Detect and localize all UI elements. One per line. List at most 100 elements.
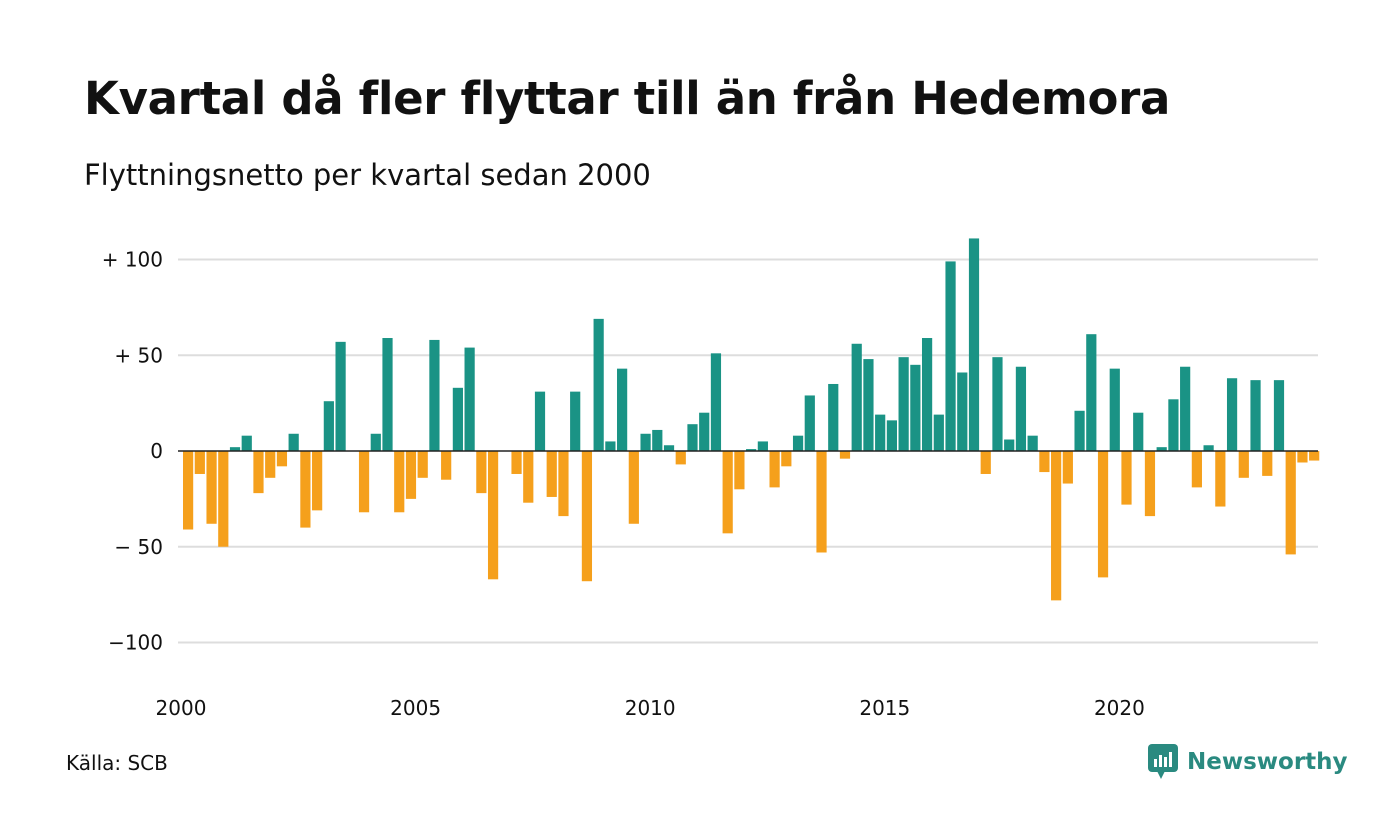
bar — [1191, 451, 1202, 488]
bar — [675, 451, 686, 465]
bar — [370, 433, 381, 451]
bar — [980, 451, 991, 474]
bar — [722, 451, 733, 534]
bar — [1250, 380, 1261, 451]
bar — [781, 451, 792, 467]
bar — [570, 391, 581, 451]
bar — [558, 451, 569, 517]
bar — [945, 261, 956, 451]
bar — [992, 357, 1003, 451]
brand-name: Newsworthy — [1187, 749, 1348, 775]
bar — [640, 433, 651, 451]
bar — [358, 451, 370, 513]
bar — [886, 420, 897, 451]
bar — [828, 383, 839, 452]
bar — [417, 451, 428, 478]
bar — [1309, 451, 1320, 461]
bar — [194, 451, 205, 474]
bar — [652, 429, 663, 452]
x-tick-label: 2015 — [859, 696, 910, 720]
bar — [875, 414, 886, 451]
bar — [804, 395, 815, 451]
bar — [1109, 368, 1120, 451]
y-tick-label: −100 — [108, 631, 163, 655]
bar — [1097, 451, 1109, 578]
bar — [1004, 439, 1015, 451]
bar — [816, 451, 827, 553]
brand-logo[interactable]: Newsworthy — [1148, 744, 1348, 780]
bar — [183, 451, 194, 530]
bar — [1074, 410, 1085, 451]
bar — [1238, 451, 1249, 478]
bar — [1226, 378, 1238, 451]
axes: + 100 + 50 0 − 50 −100 2000 2005 2010 2015 2020 — [102, 248, 1318, 720]
bar — [734, 451, 745, 490]
bar — [581, 451, 593, 582]
bar — [957, 372, 968, 452]
bar — [663, 445, 675, 451]
bar — [523, 451, 534, 503]
bar — [312, 451, 323, 511]
bar — [1015, 366, 1027, 451]
y-tick-label: + 100 — [102, 248, 163, 272]
bar — [863, 359, 874, 451]
x-tick-label: 2010 — [625, 696, 676, 720]
bar — [1051, 451, 1062, 601]
y-tick-label: + 50 — [114, 343, 163, 367]
bar — [746, 449, 757, 451]
chart-subtitle: Flyttningsnetto per kvartal sedan 2000 — [84, 158, 651, 192]
chart-title: Kvartal då fler flyttar till än från Hed… — [84, 72, 1171, 125]
bar — [229, 447, 241, 451]
bar — [593, 318, 604, 451]
bar — [429, 339, 440, 451]
bar — [288, 433, 299, 451]
bar — [405, 451, 417, 499]
gridlines — [178, 258, 1318, 644]
bar — [921, 338, 933, 451]
bars — [183, 238, 1320, 601]
bar-chart: + 100 + 50 0 − 50 −100 2000 2005 2010 2015 2020 — [102, 238, 1320, 720]
bar — [1027, 435, 1038, 451]
bar — [933, 414, 944, 451]
bar — [335, 341, 346, 452]
bar — [839, 451, 851, 459]
bar — [1086, 334, 1097, 451]
bar — [1156, 447, 1167, 451]
bar — [1273, 380, 1285, 451]
bar — [1144, 451, 1156, 517]
y-tick-label: 0 — [150, 439, 163, 463]
bar — [628, 451, 639, 524]
x-tick-label: 2020 — [1094, 696, 1145, 720]
bar — [452, 387, 463, 452]
y-tick-label: − 50 — [114, 535, 163, 559]
x-tick-label: 2005 — [390, 696, 441, 720]
bar — [464, 347, 475, 451]
bar — [792, 435, 804, 451]
bar — [253, 451, 264, 494]
bar — [605, 441, 616, 451]
bar — [394, 451, 405, 513]
newsworthy-logo-icon — [1148, 744, 1178, 779]
bar — [323, 401, 334, 451]
bar — [1285, 451, 1296, 555]
bar — [687, 424, 698, 451]
bar — [546, 451, 557, 497]
bar — [699, 412, 710, 451]
bar — [1297, 451, 1308, 463]
bar — [206, 451, 217, 524]
bar — [487, 451, 499, 580]
bar — [757, 441, 768, 451]
bar — [382, 338, 393, 451]
bar — [1039, 451, 1050, 473]
bar — [617, 368, 628, 451]
bar — [241, 435, 252, 451]
bar — [276, 451, 288, 467]
bar — [218, 451, 229, 547]
bar — [769, 451, 780, 488]
x-tick-label: 2000 — [156, 696, 207, 720]
bar — [898, 357, 909, 451]
bar — [851, 343, 862, 451]
bar — [511, 451, 522, 474]
bar — [1133, 412, 1144, 451]
source-note: Källa: SCB — [66, 751, 168, 775]
